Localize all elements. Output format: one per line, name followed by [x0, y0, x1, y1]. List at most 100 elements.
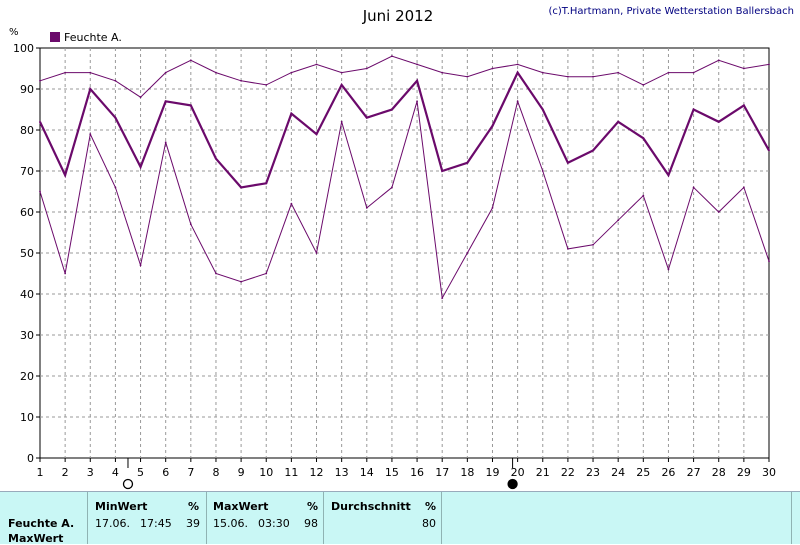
data-point-mean	[265, 182, 268, 185]
data-point-min	[541, 170, 544, 172]
stats-separator	[791, 492, 792, 544]
data-point-mean	[189, 104, 192, 107]
x-tick-label: 30	[762, 466, 776, 479]
data-point-mean	[315, 133, 318, 136]
data-point-min	[215, 272, 217, 275]
data-point-mean	[365, 116, 368, 119]
data-point-min	[340, 120, 343, 123]
data-point-mean	[768, 149, 770, 152]
data-point-max	[566, 75, 569, 78]
data-point-min	[315, 252, 318, 254]
y-unit-label: %	[9, 27, 19, 38]
min-value: 39	[186, 517, 200, 530]
max-time: 03:30	[258, 517, 290, 530]
y-tick-label: 50	[20, 247, 34, 260]
x-tick-label: 26	[661, 466, 675, 479]
data-point-max	[742, 67, 745, 70]
data-point-min	[64, 272, 67, 275]
max-header: MaxWert	[213, 500, 269, 513]
series-line-max	[39, 55, 770, 98]
data-point-max	[441, 71, 444, 74]
data-point-mean	[642, 137, 645, 140]
x-tick-label: 11	[284, 466, 298, 479]
stats-panel: Feuchte A. MaxWert MinWert % 17.06. 17:4…	[0, 491, 800, 545]
data-point-max	[642, 84, 645, 86]
legend-swatch	[50, 32, 60, 42]
data-point-min	[768, 260, 770, 263]
data-point-max	[265, 84, 268, 86]
x-tick-label: 20	[511, 466, 525, 479]
plot-area: 1 2 3 4 5 6 7 8 9 10 11 12 13 14 15 16 17 18 19 20 21 22 23 24 2…	[13, 42, 776, 490]
data-point-mean	[139, 166, 142, 168]
data-point-max	[466, 75, 469, 78]
data-point-max	[39, 79, 41, 82]
x-tick-label: 15	[385, 466, 399, 479]
min-unit: %	[188, 500, 200, 513]
data-point-max	[290, 71, 293, 74]
data-point-mean	[39, 120, 41, 123]
y-tick-label: 40	[20, 288, 34, 301]
x-tick-label: 4	[112, 466, 119, 479]
data-point-min	[391, 186, 393, 189]
x-tick-label: 3	[87, 466, 94, 479]
stats-separator	[441, 492, 442, 544]
data-point-min	[441, 297, 444, 299]
min-date: 17.06.	[95, 517, 130, 530]
y-tick-label: 100	[13, 42, 34, 55]
data-point-min	[365, 207, 368, 209]
stats-separator	[87, 492, 88, 544]
x-tick-label: 22	[561, 466, 575, 479]
series-line-mean	[39, 70, 770, 189]
data-point-min	[717, 211, 720, 213]
x-tick-label: 10	[259, 466, 273, 479]
data-point-min	[39, 190, 41, 193]
credit-text: (c)T.Hartmann, Private Wetterstation Bal…	[548, 6, 794, 17]
stats-separator	[206, 492, 207, 544]
x-tick-label: 23	[586, 466, 600, 479]
data-point-max	[667, 71, 670, 74]
data-point-mean	[416, 79, 418, 82]
x-tick-label: 1	[37, 466, 44, 479]
stats-separator	[323, 492, 324, 544]
data-point-mean	[391, 108, 393, 111]
x-tick-label: 13	[335, 466, 349, 479]
data-point-min	[290, 202, 293, 205]
x-tick-label: 12	[310, 466, 324, 479]
data-point-max	[64, 71, 67, 74]
x-tick-label: 28	[712, 466, 726, 479]
data-point-min	[89, 133, 92, 136]
legend-label: Feuchte A.	[64, 31, 122, 44]
y-tick-label: 80	[20, 124, 34, 137]
data-point-min	[592, 243, 594, 246]
data-point-max	[189, 59, 192, 62]
legend: Feuchte A.	[50, 31, 122, 44]
data-point-min	[667, 268, 670, 271]
data-point-mean	[742, 104, 745, 107]
x-tick-label: 27	[687, 466, 701, 479]
x-tick-label: 5	[137, 466, 144, 479]
humidity-chart: Juni 2012 (c)T.Hartmann, Private Wetters…	[9, 6, 794, 490]
data-point-min	[566, 248, 569, 250]
y-tick-label: 0	[27, 452, 34, 465]
data-point-mean	[566, 161, 569, 164]
data-point-mean	[64, 174, 67, 177]
stats-row-sublabel: MaxWert	[8, 532, 64, 545]
avg-unit: %	[425, 500, 437, 513]
data-point-max	[692, 71, 695, 74]
data-point-max	[768, 63, 770, 66]
data-point-mean	[114, 116, 117, 119]
full-moon-icon	[122, 478, 134, 490]
data-point-min	[642, 194, 645, 197]
x-tick-label: 19	[485, 466, 499, 479]
data-point-mean	[541, 108, 544, 111]
data-point-max	[416, 63, 418, 66]
data-point-max	[340, 71, 343, 74]
data-point-max	[215, 71, 217, 74]
data-point-mean	[290, 112, 293, 115]
avg-value: 80	[422, 517, 436, 530]
data-point-max	[139, 96, 142, 99]
data-point-mean	[466, 161, 469, 164]
y-tick-label: 70	[20, 165, 34, 178]
data-point-mean	[89, 88, 92, 90]
data-point-min	[466, 252, 469, 254]
